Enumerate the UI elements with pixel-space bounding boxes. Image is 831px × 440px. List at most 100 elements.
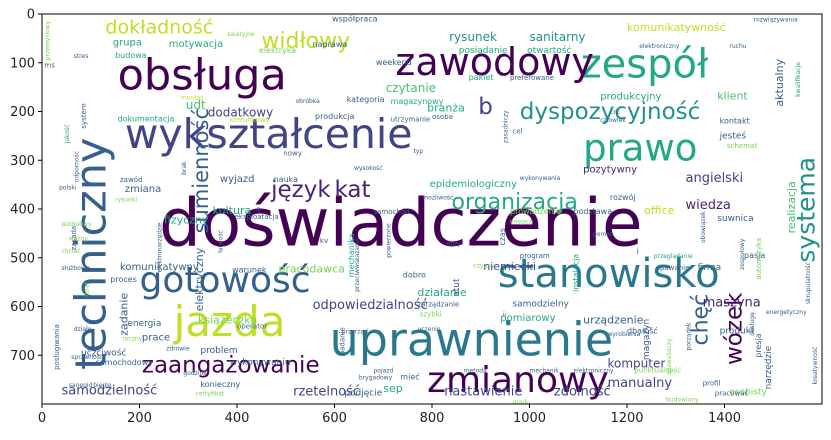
cloud-word: realizacja <box>785 181 798 233</box>
cloud-word: organizacja <box>452 190 578 215</box>
cloud-word: nastawienie <box>444 385 522 400</box>
cloud-word: doświadczenie <box>159 185 643 262</box>
cloud-word: dbałość <box>627 325 658 335</box>
cloud-word: zdolność <box>554 385 611 400</box>
cloud-word: angielski <box>686 171 744 186</box>
cloud-word: czynny <box>473 263 495 270</box>
cloud-word: obsługę <box>749 312 756 336</box>
cloud-word: elektronarzędzie <box>156 222 163 272</box>
cloud-word: sanepid <box>69 382 93 389</box>
cloud-word: przyrząd <box>342 328 368 335</box>
x-tick-label: 800 <box>420 411 445 426</box>
cloud-word: komunikatywność <box>627 21 726 34</box>
cloud-word: produkcja <box>315 112 354 121</box>
cloud-word: warunek <box>232 265 267 274</box>
y-tick-label: 100 <box>10 56 35 71</box>
cloud-word: zmianowy <box>427 360 609 401</box>
cloud-word: nowy <box>283 149 302 157</box>
cloud-word: naprawa <box>313 40 348 49</box>
cloud-word: miejsce <box>510 219 533 226</box>
cloud-word: zasadniczy <box>503 110 510 143</box>
cloud-word: fizyczny <box>164 214 209 227</box>
cloud-word: punktualność <box>634 366 681 374</box>
cloud-word: problem <box>200 346 237 356</box>
cloud-word: pozytywny <box>583 164 637 175</box>
cloud-word: cel <box>512 127 522 135</box>
cloud-word: współpraca <box>332 13 378 23</box>
cloud-word: dokumentacja <box>118 114 175 123</box>
cloud-word: pasja <box>744 251 765 260</box>
cloud-word: utrzymanie <box>391 115 431 123</box>
cloud-word: brygadowy <box>359 375 393 382</box>
cloud-word: e <box>257 205 261 213</box>
cloud-word: operator <box>237 322 267 330</box>
cloud-word: cnc <box>610 109 620 116</box>
cloud-word: kategoria <box>347 95 385 104</box>
cloud-word: obowiązek <box>700 211 707 243</box>
cloud-word: urządzenie <box>583 314 644 327</box>
x-tick-label: 1000 <box>513 411 546 426</box>
cloud-word: mechanika <box>347 233 356 277</box>
cloud-word: sprawność <box>71 354 103 361</box>
cloud-word: kat <box>335 177 371 203</box>
cloud-word: ms <box>44 62 55 70</box>
cloud-word: kontakt <box>720 117 750 126</box>
cloud-word: człowiek <box>600 117 626 124</box>
cloud-word: wykonywania <box>520 175 561 182</box>
cloud-word: pojazd <box>374 367 394 374</box>
cloud-word: rysunek <box>449 30 497 44</box>
cloud-word: samodzielność <box>62 383 158 398</box>
cloud-word: samodzielny <box>512 300 569 310</box>
cloud-word: techniczny <box>66 138 116 370</box>
cloud-word: spawalniczy <box>666 338 673 375</box>
cloud-word: dział <box>83 282 90 296</box>
cloud-word: uczciwość <box>81 347 126 358</box>
y-tick-label: 500 <box>10 251 35 266</box>
cloud-word: powierzone <box>386 223 393 258</box>
cloud-word: wysokość <box>354 165 383 172</box>
cloud-word: ruchu <box>729 43 746 50</box>
cloud-word: nauka <box>274 175 299 184</box>
cloud-word: manualny <box>608 376 673 391</box>
cloud-word: ii <box>503 311 507 318</box>
cloud-word: motywacja <box>169 39 223 50</box>
y-tick-label: 300 <box>10 154 35 169</box>
x-tick-label: 0 <box>38 411 46 426</box>
cloud-word: kreatywność <box>812 347 819 385</box>
cloud-word: j <box>636 247 639 255</box>
cloud-word: schemat <box>727 142 757 150</box>
cloud-word: wózek <box>722 292 748 365</box>
cloud-word: elektryczny <box>193 247 206 311</box>
cloud-word: wykształcenie <box>125 110 413 158</box>
cloud-word: rozwiązywania <box>754 16 798 23</box>
x-tick-label: 400 <box>225 411 250 426</box>
cloud-word: preferowane <box>510 74 554 82</box>
cloud-word: szybki <box>420 310 442 318</box>
cloud-word: zdrowie <box>166 345 190 352</box>
cloud-word: samochód <box>374 208 410 216</box>
cloud-word: gotowość <box>140 260 311 301</box>
cloud-word: zarządzanie <box>417 301 459 309</box>
cloud-word: konieczny <box>200 380 240 389</box>
cloud-word: kwalifikacje <box>795 62 802 97</box>
cloud-word: branża <box>427 102 465 115</box>
cloud-word: podjęcie <box>344 389 382 399</box>
cloud-word: zadanie <box>117 293 130 336</box>
cloud-word: automatyka <box>755 238 763 280</box>
cloud-word: wyrobienia <box>608 331 641 338</box>
cloud-word: zawodowy <box>395 40 594 84</box>
cloud-word: sanitarny <box>530 30 586 44</box>
cloud-word: budowa <box>115 51 147 60</box>
cloud-word: office <box>644 204 674 217</box>
cloud-word: porządek <box>685 322 692 350</box>
cloud-word: roczny <box>122 336 142 343</box>
cloud-word: wykonywaniu <box>230 358 291 368</box>
cloud-word: spawanie <box>656 264 689 272</box>
cloud-word: obróbka <box>296 98 321 105</box>
cloud-word: chęć <box>688 294 713 346</box>
word-layer: doświadczenie uprawnienie wykształcenie obs… <box>44 13 820 404</box>
cloud-word: ważny <box>69 236 89 243</box>
cloud-word: produkcyjny <box>600 91 661 102</box>
